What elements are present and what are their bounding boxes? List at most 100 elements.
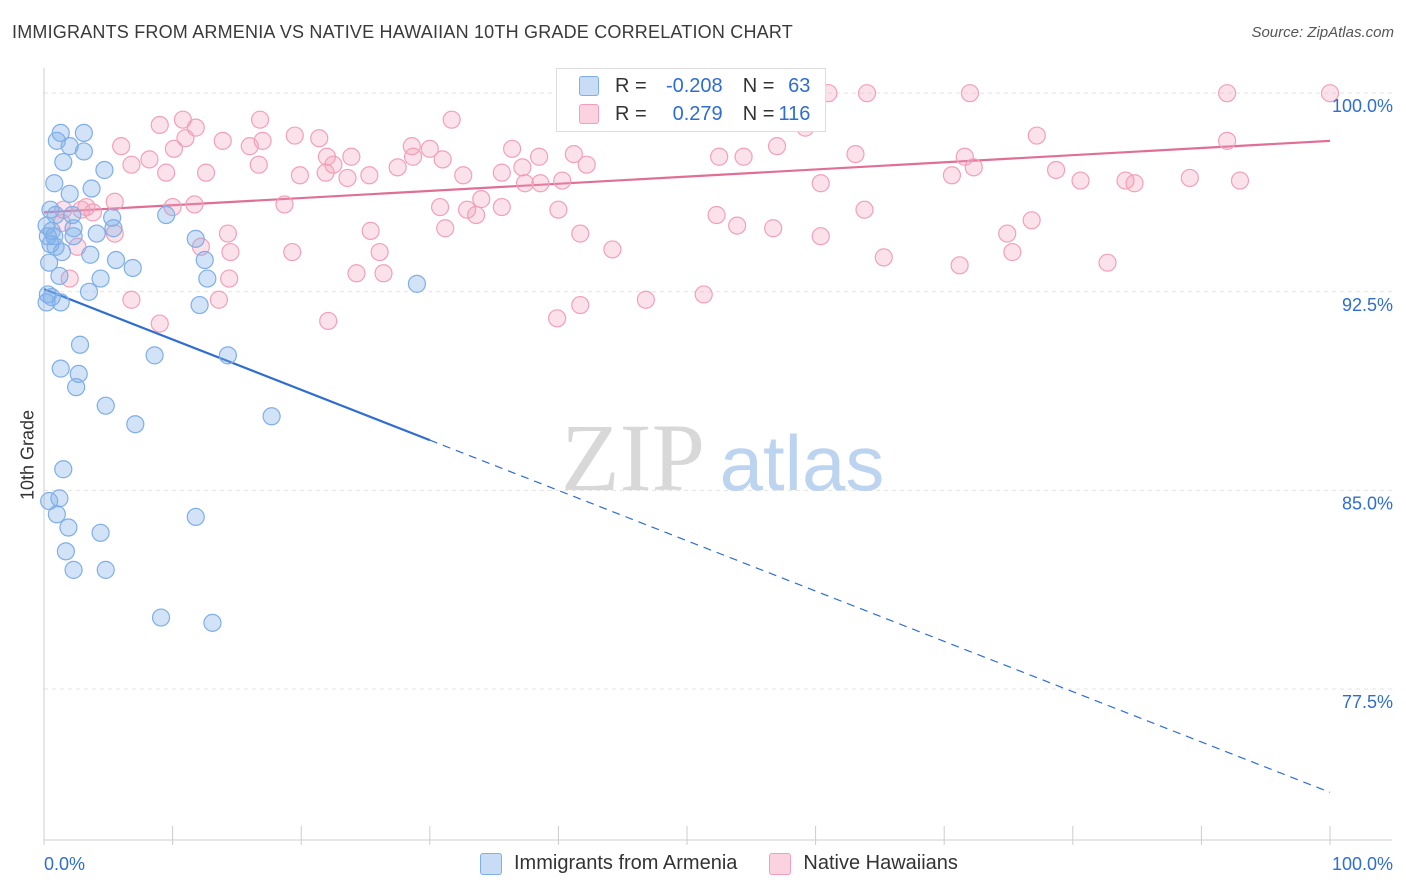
watermark-zip: ZIP (561, 404, 705, 511)
point-armenia (82, 179, 101, 198)
point-armenia (145, 346, 164, 365)
y-tick-label: 92.5% (1342, 295, 1393, 315)
point-armenia (186, 229, 205, 248)
point-hawaiian (290, 166, 310, 185)
point-hawaiian (157, 163, 176, 182)
point-hawaiian (728, 216, 747, 235)
point-armenia (51, 359, 70, 378)
point-hawaiian (218, 224, 237, 243)
point-armenia (50, 266, 69, 286)
point-armenia (67, 378, 86, 397)
point-hawaiian (72, 200, 91, 219)
point-hawaiian (283, 242, 302, 262)
point-hawaiian (250, 110, 270, 129)
y-tick-label: 85.0% (1342, 493, 1393, 513)
point-hawaiian (764, 219, 783, 238)
point-armenia (96, 396, 115, 415)
point-hawaiian (515, 174, 535, 193)
point-armenia (59, 518, 78, 537)
trendline-hawaiian (43, 139, 1331, 214)
x-tick-label: 0.0% (44, 854, 85, 874)
point-armenia (195, 250, 214, 270)
point-hawaiian (603, 240, 622, 259)
point-armenia (126, 415, 145, 434)
point-hawaiian (196, 163, 216, 182)
point-armenia (81, 245, 100, 264)
point-hawaiian (513, 158, 532, 177)
point-armenia (87, 224, 106, 243)
point-armenia (95, 160, 114, 180)
y-axis-label: 10th Grade (17, 409, 38, 501)
legend-r-value: 0.279 (672, 102, 723, 125)
points (37, 84, 1340, 632)
point-hawaiian (319, 311, 338, 331)
point-hawaiian (811, 227, 830, 246)
point-armenia (198, 269, 217, 288)
point-hawaiian (1027, 126, 1046, 145)
point-hawaiian (1218, 131, 1237, 150)
legend-row-armenia: R = -0.208 N = 63 (579, 73, 810, 99)
point-hawaiian (694, 285, 713, 304)
point-hawaiian (964, 158, 983, 177)
point-armenia (37, 216, 56, 235)
point-armenia (203, 613, 222, 632)
point-hawaiian (442, 110, 461, 129)
point-armenia (262, 407, 281, 426)
point-armenia (186, 507, 205, 527)
point-hawaiian (420, 139, 439, 158)
point-hawaiian (846, 144, 865, 164)
trendlines (43, 139, 1331, 793)
point-armenia (74, 142, 93, 161)
point-hawaiian (466, 205, 486, 225)
point-hawaiian (361, 221, 380, 240)
point-armenia (69, 364, 88, 384)
legend-item-armenia[interactable]: Immigrants from Armenia (480, 852, 737, 875)
point-armenia (40, 253, 59, 272)
point-hawaiian (285, 126, 304, 145)
watermark-atlas: atlas (720, 419, 885, 507)
point-armenia (64, 227, 83, 246)
trendline-armenia-solid (43, 288, 431, 442)
point-hawaiian (548, 309, 567, 328)
point-hawaiian (1180, 168, 1199, 188)
point-armenia (52, 242, 72, 262)
point-armenia (123, 258, 142, 278)
point-hawaiian (374, 264, 393, 283)
point-armenia (63, 205, 82, 225)
y-tick-label: 100.0% (1332, 96, 1393, 116)
point-hawaiian (553, 171, 572, 190)
point-hawaiian (503, 139, 522, 158)
stats-legend: R = -0.208 N = 63 R = 0.279 N = 116 (556, 68, 826, 132)
point-hawaiian (347, 264, 366, 283)
point-hawaiian (874, 248, 893, 267)
point-hawaiian (403, 147, 423, 166)
point-hawaiian (950, 256, 969, 275)
point-armenia (151, 608, 171, 627)
chart-title: IMMIGRANTS FROM ARMENIA VS NATIVE HAWAII… (12, 22, 793, 42)
point-hawaiian (275, 195, 294, 214)
point-armenia (407, 274, 427, 293)
point-armenia (79, 282, 99, 301)
point-hawaiian (531, 174, 550, 193)
point-hawaiian (492, 163, 511, 182)
point-armenia (70, 335, 90, 354)
legend-item-hawaiians[interactable]: Native Hawaiians (769, 852, 958, 875)
point-armenia (96, 560, 115, 579)
point-hawaiian (942, 166, 962, 185)
point-armenia (56, 542, 75, 561)
point-hawaiian (221, 242, 240, 262)
point-hawaiian (310, 129, 329, 148)
point-hawaiian (1125, 174, 1144, 193)
point-hawaiian (855, 200, 874, 219)
legend-row-hawaiians: R = 0.279 N = 116 (579, 101, 810, 127)
point-armenia (42, 288, 61, 307)
point-hawaiian (433, 150, 452, 169)
point-hawaiian (1022, 211, 1041, 230)
point-hawaiian (105, 192, 124, 211)
point-armenia (104, 219, 123, 238)
point-hawaiian (150, 314, 169, 333)
point-hawaiian (164, 139, 183, 158)
point-hawaiian (857, 84, 877, 103)
legend-n-value: 63 (788, 74, 811, 97)
